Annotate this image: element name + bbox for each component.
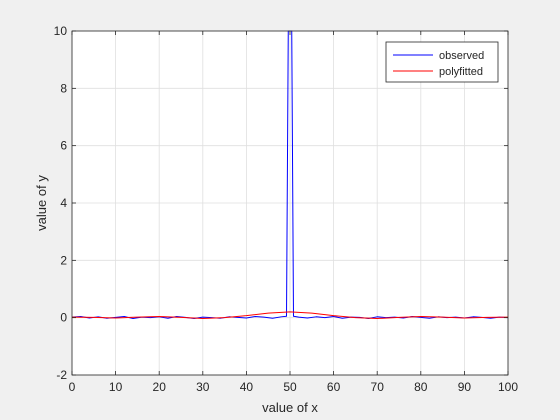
y-axis-label: value of y <box>34 175 49 231</box>
x-tick-label: 60 <box>327 380 341 394</box>
x-tick-label: 10 <box>109 380 123 394</box>
legend: observed polyfitted <box>385 41 499 83</box>
x-tick-label: 80 <box>414 380 428 394</box>
series-line-polyfitted <box>71 311 509 320</box>
y-tick-label: 2 <box>60 253 67 267</box>
x-tick-label: 40 <box>240 380 254 394</box>
x-tick-label: 30 <box>196 380 210 394</box>
y-tick-label: 6 <box>60 139 67 153</box>
y-tick-label: -2 <box>56 368 67 382</box>
x-tick-label: 100 <box>498 380 518 394</box>
y-tick-label: 4 <box>60 196 67 210</box>
x-tick-label: 20 <box>153 380 167 394</box>
legend-label-observed: observed <box>439 50 484 62</box>
x-tick-label: 70 <box>371 380 385 394</box>
y-tick-label: 0 <box>60 311 67 325</box>
x-tick-label: 90 <box>458 380 472 394</box>
legend-box <box>385 41 499 83</box>
x-tick-label: 50 <box>283 380 297 394</box>
x-axis-label: value of x <box>262 400 318 415</box>
legend-label-polyfitted: polyfitted <box>439 66 483 78</box>
y-tick-label: 10 <box>54 24 68 38</box>
y-tick-label: 8 <box>60 81 67 95</box>
x-tick-label: 0 <box>69 380 76 394</box>
